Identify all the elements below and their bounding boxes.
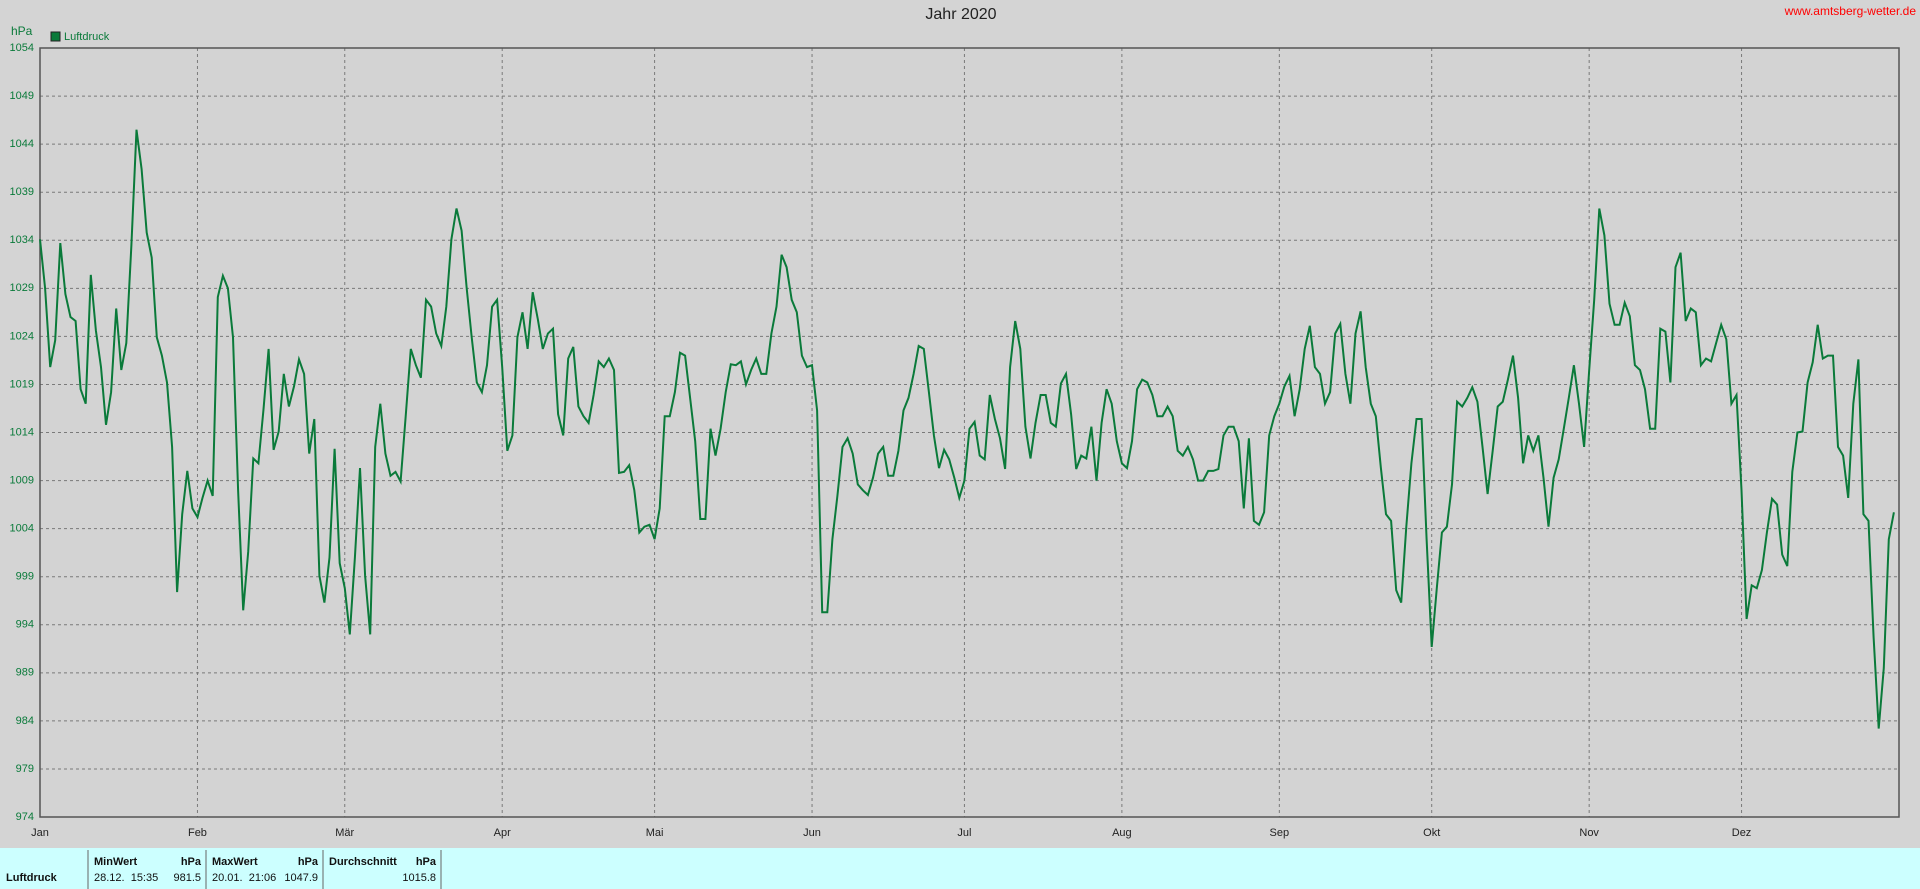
x-tick-label: Feb (188, 827, 207, 839)
footer-head: MinWert (94, 856, 138, 868)
y-tick-label: 974 (16, 811, 34, 823)
footer-value: 981.5 (173, 872, 201, 884)
x-tick-label: Okt (1423, 827, 1440, 839)
footer-head: Durchschnitt (329, 856, 397, 868)
footer-unit: hPa (298, 856, 319, 868)
footer-band (0, 848, 1920, 889)
x-tick-label: Sep (1270, 827, 1290, 839)
x-tick-label: Mär (335, 827, 354, 839)
y-tick-label: 1019 (10, 378, 34, 390)
footer-time: 20.01. 21:06 (212, 872, 276, 884)
y-tick-label: 1054 (10, 42, 34, 54)
x-tick-label: Apr (494, 827, 511, 839)
y-tick-label: 1024 (10, 330, 34, 342)
line-series (39, 129, 1895, 729)
y-tick-label: 1049 (10, 90, 34, 102)
y-tick-label: 984 (16, 715, 34, 727)
y-tick-label: 994 (16, 619, 34, 631)
footer-head: MaxWert (212, 856, 258, 868)
x-tick-label: Mai (646, 827, 664, 839)
y-tick-label: 999 (16, 571, 34, 583)
x-tick-label: Dez (1732, 827, 1752, 839)
footer-unit: hPa (181, 856, 202, 868)
footer-time: 28.12. 15:35 (94, 872, 158, 884)
x-tick-label: Nov (1579, 827, 1599, 839)
y-tick-label: 1009 (10, 474, 34, 486)
y-tick-label: 1044 (10, 138, 34, 150)
x-tick-label: Jun (803, 827, 821, 839)
footer-name: Luftdruck (6, 872, 58, 884)
x-tick-label: Jan (31, 827, 49, 839)
y-tick-label: 979 (16, 763, 34, 775)
footer-unit: hPa (416, 856, 437, 868)
footer-value: 1015.8 (402, 872, 436, 884)
y-tick-label: 1029 (10, 282, 34, 294)
legend-swatch (50, 31, 61, 42)
source: www.amtsberg-wetter.de (1784, 4, 1917, 18)
y-axis-label: hPa (11, 24, 33, 38)
plot-frame (39, 47, 1900, 818)
x-tick-label: Jul (957, 827, 971, 839)
y-tick-label: 1039 (10, 186, 34, 198)
x-tick-label: Aug (1112, 827, 1132, 839)
y-tick-label: 1004 (10, 523, 34, 535)
footer-value: 1047.9 (284, 872, 318, 884)
y-tick-label: 1014 (10, 426, 34, 438)
y-tick-label: 1034 (10, 234, 34, 246)
chart-title: Jahr 2020 (925, 6, 996, 23)
y-tick-label: 989 (16, 667, 34, 679)
legend-label: Luftdruck (64, 31, 110, 43)
